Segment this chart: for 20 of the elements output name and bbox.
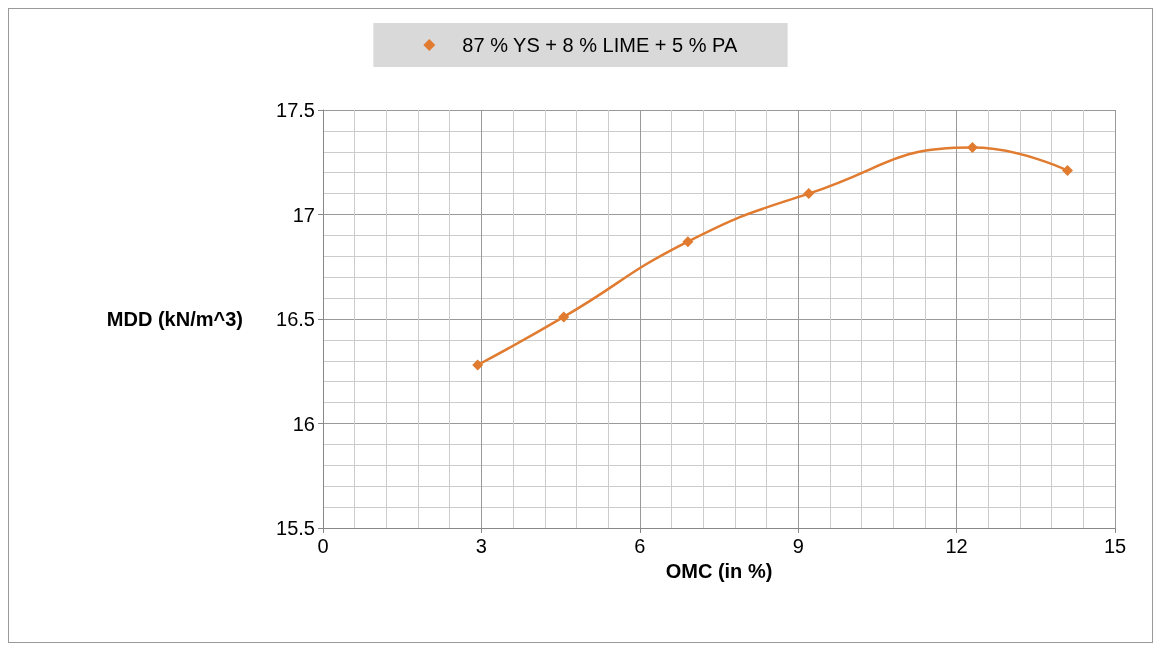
y-axis-title: MDD (kN/m^3) bbox=[106, 308, 243, 330]
x-tick-label: 15 bbox=[1103, 535, 1127, 557]
point bbox=[966, 142, 978, 154]
x-tick-label: 12 bbox=[945, 535, 968, 557]
point bbox=[1061, 165, 1073, 177]
y-tick-label: 16.5 bbox=[276, 308, 315, 330]
x-tick-label: 6 bbox=[634, 535, 646, 557]
y-tick-label: 17 bbox=[292, 203, 315, 226]
x-tick-label: 0 bbox=[317, 535, 329, 557]
point bbox=[472, 359, 484, 371]
legend-label: 87 % YS + 8 % LIME + 5 % PA bbox=[462, 34, 738, 56]
y-tick-label: 17.5 bbox=[276, 99, 315, 121]
y-tick-label: 15.5 bbox=[276, 517, 315, 539]
y-tick-label: 16 bbox=[292, 412, 315, 435]
point bbox=[803, 188, 815, 200]
point bbox=[558, 311, 570, 323]
point bbox=[682, 236, 694, 248]
x-tick-label: 9 bbox=[792, 535, 804, 557]
x-tick-label: 3 bbox=[475, 535, 487, 557]
x-axis-title: OMC (in %) bbox=[665, 559, 773, 582]
